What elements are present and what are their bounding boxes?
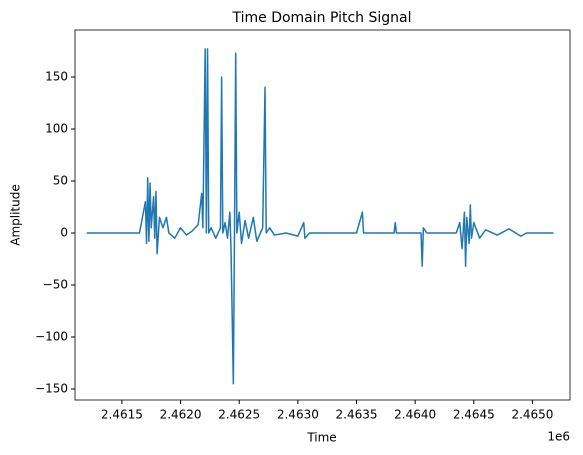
y-tick-label: −50 xyxy=(43,277,68,291)
x-tick-label: 2.4650 xyxy=(511,408,553,422)
y-tick-label: 150 xyxy=(45,70,68,84)
y-tick-label: 100 xyxy=(45,121,68,135)
x-offset-label: 1e6 xyxy=(547,430,570,444)
x-tick-label: 2.4635 xyxy=(336,408,378,422)
line-series xyxy=(86,48,554,385)
axes-frame xyxy=(74,29,571,401)
x-tick-label: 2.4620 xyxy=(160,408,202,422)
y-tick-label: 50 xyxy=(53,173,68,187)
x-tick-label: 2.4625 xyxy=(218,408,260,422)
x-tick-label: 2.4640 xyxy=(394,408,436,422)
x-tick-label: 2.4645 xyxy=(453,408,495,422)
y-tick-label: −100 xyxy=(35,329,68,343)
y-axis-label: Amplitude xyxy=(9,184,23,246)
x-axis-label: Time xyxy=(306,431,336,445)
x-tick-label: 2.4615 xyxy=(101,408,143,422)
y-tick-label: −150 xyxy=(35,381,68,395)
x-tick-label: 2.4630 xyxy=(277,408,319,422)
chart-title: Time Domain Pitch Signal xyxy=(231,10,411,26)
y-tick-label: 0 xyxy=(60,225,68,239)
